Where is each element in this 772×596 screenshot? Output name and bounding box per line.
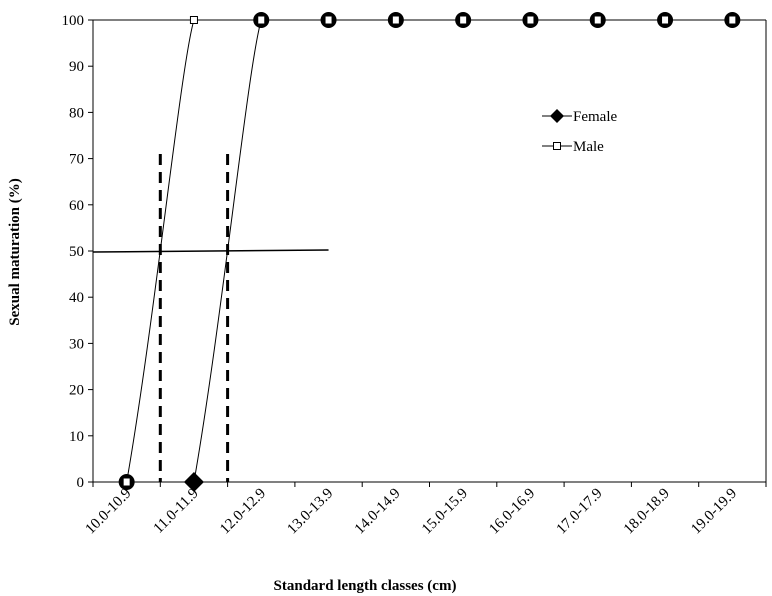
y-axis-title: Sexual maturation (%) <box>7 178 23 326</box>
series-line-male <box>126 19 195 483</box>
data-point <box>189 16 198 24</box>
data-point-center <box>729 16 736 24</box>
x-tick-label: 17.0-17.9 <box>554 486 606 538</box>
y-tick-label: 30 <box>69 336 84 352</box>
x-tick-label: 14.0-14.9 <box>352 486 404 538</box>
data-point <box>183 472 204 492</box>
x-tick-label: 19.0-19.9 <box>688 486 740 538</box>
legend-marker-male <box>553 142 561 150</box>
x-tick-label: 18.0-18.9 <box>621 486 673 538</box>
x-tick-label: 13.0-13.9 <box>284 486 336 538</box>
x-tick-label: 12.0-12.9 <box>217 486 269 538</box>
legend: Female Male <box>542 109 617 155</box>
data-point-center <box>258 16 265 24</box>
data-point-center <box>460 16 467 24</box>
data-point-center <box>527 16 534 24</box>
data-point-center <box>123 478 130 486</box>
legend-marker-female <box>550 109 564 123</box>
x-tick-label: 11.0-11.9 <box>151 486 202 537</box>
y-tick-label: 80 <box>69 105 84 121</box>
y-tick-label: 70 <box>69 152 84 168</box>
reference-lines <box>92 153 329 482</box>
x-tick-label: 16.0-16.9 <box>486 486 538 538</box>
y-tick-label: 20 <box>69 383 84 399</box>
y-tick-label: 90 <box>69 59 84 75</box>
data-point-center <box>392 16 399 24</box>
series-markers-female <box>183 12 741 492</box>
data-point-center <box>662 16 669 24</box>
fifty-percent-line <box>92 249 329 253</box>
y-tick-label: 0 <box>77 475 85 491</box>
data-point-center <box>594 16 601 24</box>
y-tick-label: 60 <box>69 198 84 214</box>
y-tick-label: 100 <box>62 13 85 29</box>
y-tick-label: 10 <box>69 429 84 445</box>
x-axis-title: Standard length classes (cm) <box>274 578 457 594</box>
y-tick-label: 50 <box>69 244 84 260</box>
legend-label-female: Female <box>573 109 617 125</box>
data-point-center <box>325 16 332 24</box>
series <box>118 12 741 492</box>
series-line-female <box>193 19 733 483</box>
x-tick-label: 10.0-10.9 <box>83 486 135 538</box>
legend-label-male: Male <box>573 139 604 155</box>
x-tick-label: 15.0-15.9 <box>419 486 471 538</box>
y-tick-label: 40 <box>69 290 84 306</box>
series-markers-male <box>118 16 198 490</box>
axes: 0 10 20 30 40 50 60 70 80 90 100 10.0-10.9 11.0-11.9… <box>62 13 767 537</box>
